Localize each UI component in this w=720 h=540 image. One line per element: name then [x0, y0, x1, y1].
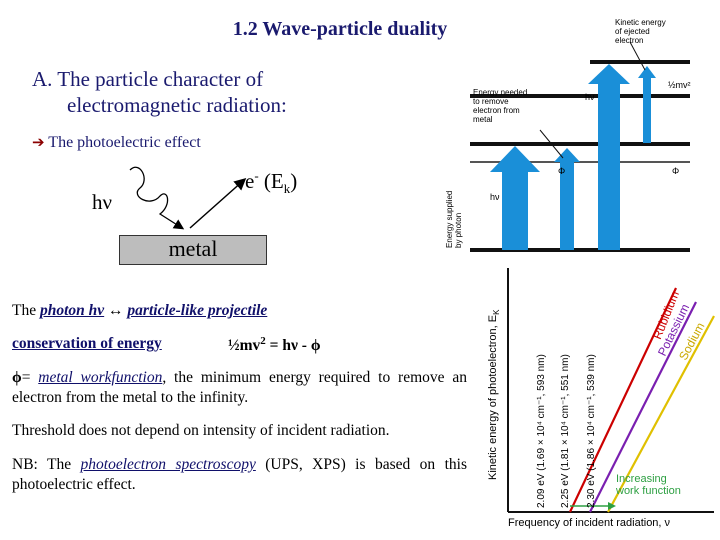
- energy-needed-label: Energy needed to remove electron from me…: [473, 88, 527, 124]
- slide-title: 1.2 Wave-particle duality: [232, 18, 448, 40]
- photon-arrow: [490, 146, 540, 250]
- potassium-line: [589, 301, 697, 513]
- electron-arrow: [189, 178, 247, 229]
- workfunction-rest: , the minimum energy required to remove …: [12, 369, 467, 406]
- right-arrow-icon: ➔: [32, 133, 45, 151]
- particle-term: particle-like projectile: [127, 302, 268, 319]
- workfunction-paragraph: ϕ= metal workfunction, the minimum energ…: [12, 368, 467, 408]
- ejection-arrow: [588, 64, 630, 250]
- electron-close: ): [290, 169, 298, 193]
- section-a-line1: A. The particle character of: [32, 67, 264, 91]
- nb-rest: (UPS, XPS) is based on this photoelectri…: [12, 456, 468, 493]
- needed-line1: Energy needed: [473, 88, 528, 97]
- phi-symbol: ϕ: [12, 369, 22, 386]
- metal-block: metal: [119, 235, 267, 265]
- graph-y-sub: K: [492, 309, 502, 315]
- needed-line2: to remove: [473, 97, 509, 106]
- needed-line4: metal: [473, 115, 493, 124]
- nb-paragraph: NB: The photoelectron spectroscopy (UPS,…: [12, 455, 467, 495]
- supplied-line1: Energy supplied: [445, 190, 454, 248]
- increasing-arrowhead: [608, 502, 616, 510]
- kinetic-line3: electron: [615, 36, 644, 45]
- photon-line-prefix: The: [12, 302, 40, 319]
- phi-left-label: Φ: [558, 166, 566, 176]
- needed-pointer: [539, 129, 564, 159]
- rubidium-line: [569, 287, 677, 513]
- equation-right: = hν - ϕ: [265, 337, 321, 355]
- electron-label: e- (Ek): [245, 168, 297, 197]
- kinetic-line1: Kinetic energy: [615, 18, 666, 27]
- graph-x-label: Frequency of incident radiation, ν: [508, 517, 671, 529]
- electron-sub: k: [283, 181, 291, 197]
- section-a-line2: electromagnetic radiation:: [67, 93, 287, 117]
- photoelectric-heading: ➔ The photoelectric effect: [32, 133, 201, 152]
- workfunction-term: metal workfunction: [38, 369, 163, 386]
- photon-term: photon hν: [39, 302, 105, 319]
- nb-term: photoelectron spectroscopy: [80, 456, 256, 473]
- threshold-rubidium: 2.09 eV (1.69 × 10⁴ cm⁻¹, 593 nm): [536, 354, 547, 508]
- electron-e: e: [245, 169, 255, 193]
- threshold-sodium: 2.30 eV (1.86 × 10⁴ cm⁻¹, 539 nm): [586, 354, 597, 508]
- needed-line3: electron from: [473, 106, 520, 115]
- kinetic-pointer: [629, 41, 646, 71]
- increasing-line2: work function: [616, 485, 681, 497]
- workfunction-arrow: [554, 148, 580, 250]
- energy-level-diagram: [470, 41, 690, 252]
- conservation-label: conservation of energy: [12, 335, 162, 352]
- kinetic-line2: of ejected: [615, 27, 650, 36]
- threshold-potassium: 2.25 eV (1.81 × 10⁴ cm⁻¹, 551 nm): [560, 354, 571, 508]
- kinetic-energy-graph: [507, 268, 715, 513]
- equation-sup: 2: [260, 335, 266, 347]
- electron-sup: -: [254, 168, 259, 183]
- photon-projectile-line: The photon hν ↔ particle-like projectile: [12, 302, 267, 320]
- phi-right-label: Φ: [672, 166, 680, 176]
- graph-y-text: Kinetic energy of photoelectron, E: [487, 314, 499, 480]
- energy-equation: ½mv2 = hν - ϕ: [228, 335, 321, 355]
- kinetic-arrow: [638, 66, 656, 143]
- graph-y-label: Kinetic energy of photoelectron, EK: [487, 310, 501, 480]
- double-arrow: ↔: [104, 302, 128, 319]
- kinetic-energy-label: Kinetic energy of ejected electron: [615, 18, 666, 45]
- equation-left: ½mv: [228, 337, 261, 355]
- photoelectric-label: The photoelectric effect: [44, 134, 201, 151]
- supplied-line2: by photon: [454, 212, 463, 248]
- energy-supplied-label: Energy supplied by photon: [445, 191, 463, 248]
- phi-eq: =: [21, 369, 39, 386]
- photon-label: hν: [92, 190, 112, 214]
- sodium-line: [607, 315, 715, 513]
- hv-top-label: hν: [585, 92, 595, 102]
- section-a-heading: A. The particle character of electromagn…: [32, 66, 287, 118]
- nb-prefix: NB: The: [12, 456, 81, 473]
- threshold-text: Threshold does not depend on intensity o…: [12, 422, 390, 439]
- increasing-line1: Increasing: [616, 473, 667, 485]
- half-mv-label: ½mv²: [668, 80, 691, 90]
- hv-low-label: hν: [490, 192, 500, 202]
- increasing-workfunction-label: Increasing work function: [616, 473, 681, 497]
- photon-wave: [129, 166, 185, 230]
- electron-ek: (E: [258, 169, 284, 193]
